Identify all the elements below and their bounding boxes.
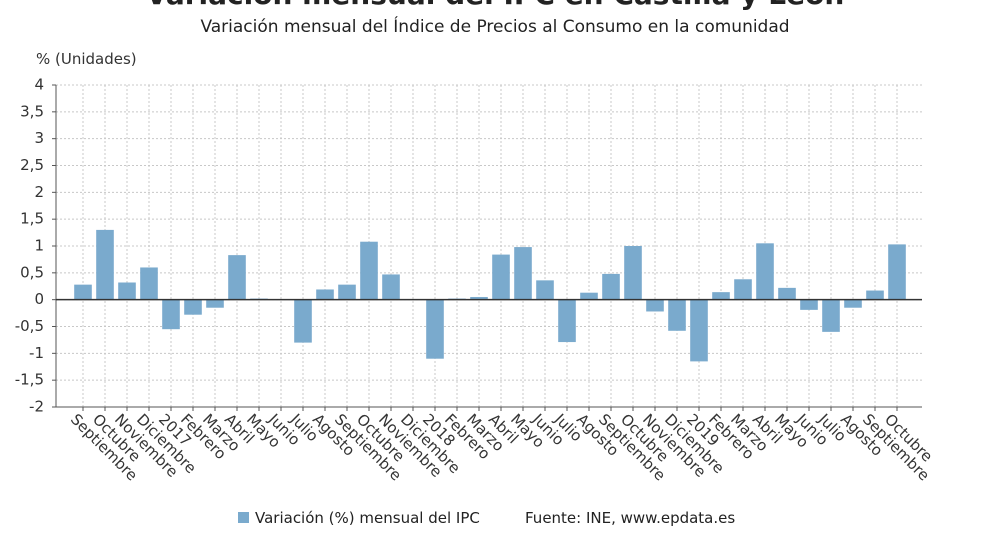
y-tick-label: 1,5 bbox=[20, 210, 44, 228]
bar bbox=[866, 290, 884, 300]
bar bbox=[470, 296, 488, 300]
bar bbox=[778, 287, 796, 300]
bar bbox=[580, 292, 598, 300]
bar bbox=[118, 282, 136, 300]
bar bbox=[690, 299, 708, 362]
y-tick-label: -0,5 bbox=[15, 317, 44, 335]
y-tick-label: 2 bbox=[34, 183, 44, 201]
y-tick-label: 0,5 bbox=[20, 263, 44, 281]
bar bbox=[844, 299, 862, 308]
bar bbox=[558, 299, 576, 343]
bar bbox=[646, 299, 664, 312]
y-tick-label: 2,5 bbox=[20, 156, 44, 174]
y-tick-label: 3 bbox=[34, 129, 44, 147]
bar bbox=[426, 299, 444, 359]
bar bbox=[492, 254, 510, 300]
source: Fuente: INE, www.epdata.es bbox=[525, 509, 735, 527]
chart-title: Variación mensual del IPC en Castilla y … bbox=[146, 0, 845, 11]
bar bbox=[74, 284, 92, 300]
y-tick-label: 4 bbox=[34, 76, 44, 94]
bar bbox=[800, 299, 818, 310]
y-tick-label: 1 bbox=[34, 237, 44, 255]
bar bbox=[888, 244, 906, 300]
bar bbox=[624, 246, 642, 300]
bar bbox=[602, 273, 620, 300]
bar bbox=[382, 274, 400, 300]
legend-swatch bbox=[238, 512, 249, 523]
bar bbox=[338, 284, 356, 300]
bar bbox=[96, 229, 114, 300]
bar bbox=[668, 299, 686, 331]
bar bbox=[536, 280, 554, 300]
bar bbox=[162, 299, 180, 330]
bar bbox=[360, 241, 378, 300]
bar bbox=[184, 299, 202, 315]
bar bbox=[228, 255, 246, 300]
bar bbox=[734, 279, 752, 300]
legend-label: Variación (%) mensual del IPC bbox=[255, 509, 480, 527]
y-tick-label: -1,5 bbox=[15, 371, 44, 389]
chart-subtitle: Variación mensual del Índice de Precios … bbox=[200, 15, 789, 37]
bar bbox=[712, 292, 730, 300]
bar bbox=[294, 299, 312, 343]
y-axis-label: % (Unidades) bbox=[36, 50, 137, 68]
bar bbox=[206, 299, 224, 308]
bar bbox=[316, 289, 334, 300]
bar bbox=[822, 299, 840, 332]
y-tick-label: 3,5 bbox=[20, 102, 44, 120]
bar bbox=[756, 243, 774, 300]
bar bbox=[140, 267, 158, 300]
y-tick-label: 0 bbox=[34, 290, 44, 308]
y-tick-label: -1 bbox=[29, 344, 44, 362]
bar bbox=[514, 247, 532, 300]
y-tick-label: -2 bbox=[29, 398, 44, 416]
